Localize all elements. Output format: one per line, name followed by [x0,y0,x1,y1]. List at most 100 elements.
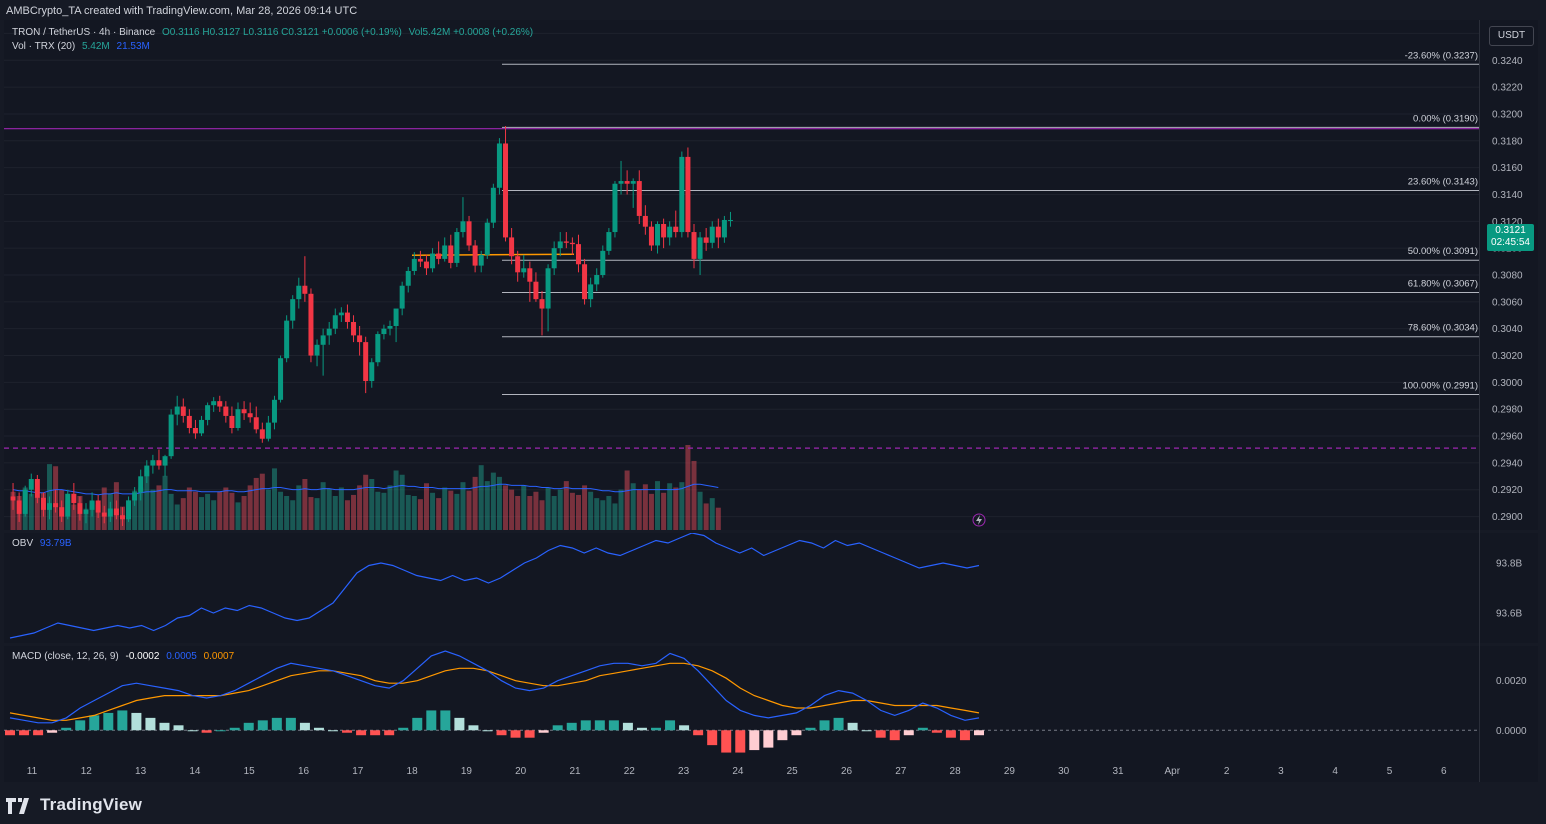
volume-bar [308,497,314,530]
volume-bar [667,483,673,530]
candle-body [667,226,673,238]
tradingview-logo[interactable]: TradingView [6,795,142,815]
candle-body [241,409,247,414]
fib-level-label: 78.60% (0.3034) [1408,323,1478,334]
time-axis-label: 20 [515,766,527,777]
volume-bar [484,481,490,530]
obv-panel[interactable]: 93.8B 93.6B OBV 93.79B [4,533,1538,643]
time-axis-label: 11 [27,766,38,777]
volume-bar [357,485,363,530]
macd-histogram-bar [707,730,718,746]
macd-histogram-bar [75,720,86,731]
chart-attribution: AMBCrypto_TA created with TradingView.co… [6,5,358,17]
time-axis-label: 21 [569,766,581,777]
time-axis-label: 3 [1278,766,1284,777]
volume-bar [363,474,369,530]
candle-body [472,245,478,266]
volume-bar [557,489,563,530]
volume-bar [296,485,302,530]
volume-bar [533,491,539,530]
candle-body [721,219,727,238]
macd-axis-label: 0.0020 [1496,676,1527,687]
price-axis-label: 0.3160 [1492,163,1523,174]
candle-body [22,489,28,514]
volume-bar [369,479,375,530]
volume-bar [387,485,393,530]
candle-body [606,232,612,251]
volume-bar [265,489,271,530]
candle-body [138,476,144,493]
time-axis-label: 16 [298,766,310,777]
time-axis-label: 4 [1332,766,1338,777]
price-axis-label: 0.3180 [1492,136,1523,147]
obv-line [9,533,980,639]
time-axis[interactable]: 11 12 13 14 15 16 17 18 19 20 21 22 23 24 25 26 27 28 29 30… [4,760,1538,782]
macd-histogram-bar [5,730,15,736]
lightning-icon[interactable] [972,513,986,527]
macd-histogram-bar [945,730,956,738]
volume-bar [648,493,654,530]
volume-bar [278,491,284,530]
volume-bar [162,475,168,530]
macd-histogram-bar [721,730,732,753]
obv-chart-svg[interactable]: 93.8B 93.6B [4,533,1538,643]
candle-body [588,284,594,300]
candle-body [192,428,198,434]
volume-bar [697,491,703,530]
volume-indicator-name[interactable]: Vol · TRX (20) [12,41,76,52]
volume-bar [192,491,198,530]
time-axis-label: 14 [189,766,201,777]
candle-body [575,244,581,265]
candle-body [600,250,606,275]
time-axis-label: 29 [1004,766,1016,777]
symbol-label[interactable]: TRON / TetherUS · 4h · Binance [12,27,156,38]
volume-bar [381,492,387,530]
obv-name[interactable]: OBV [12,538,34,549]
fib-level-label: 100.00% (0.2991) [1402,380,1478,391]
macd-histogram-bar [861,730,872,732]
time-axis-label: 27 [895,766,907,777]
volume-bar [138,487,144,530]
macd-name[interactable]: MACD (close, 12, 26, 9) [12,651,119,662]
candle-body [314,344,320,356]
volume-bar [375,491,381,530]
volume-bar [217,491,223,530]
time-axis-svg[interactable]: 11 12 13 14 15 16 17 18 19 20 21 22 23 24 25 26 27 28 29 30… [4,760,1538,782]
candle-body [636,181,642,216]
candle-body [40,497,46,510]
volume-bar [174,504,180,530]
macd-histogram-bar [735,730,746,753]
volume-bar [10,491,16,530]
time-axis-label: 15 [244,766,256,777]
macd-histogram-bar [159,722,170,731]
candle-body [235,409,241,428]
price-chart-svg[interactable]: 0.2900 0.2920 0.2940 0.2960 0.2980 0.3000 0.30… [4,20,1538,530]
volume-bar [496,476,502,530]
candle-body [454,232,460,263]
candle-body [393,308,399,326]
candle-body [199,419,205,434]
macd-panel[interactable]: 0.0000 0.0020 MACD (close, 12, 26, 9) -0.… [4,646,1538,760]
time-axis-label: 17 [352,766,364,777]
macd-histogram-bar [510,730,521,738]
price-axis-label: 0.3060 [1492,297,1523,308]
volume-bar [630,483,636,530]
candle-body [369,362,375,382]
macd-histogram-bar [566,722,577,731]
candle-body [375,334,381,363]
time-axis-label: 19 [461,766,473,777]
macd-histogram-bar [959,730,970,741]
macd-histogram-bar [580,720,591,731]
macd-histogram-bar [917,727,928,731]
time-axis-label: 5 [1387,766,1393,777]
macd-histogram-bar [426,710,437,731]
macd-histogram-bar [903,730,914,736]
macd-histogram-bar [271,717,282,731]
price-panel[interactable]: 0.2900 0.2920 0.2940 0.2960 0.2980 0.3000 0.30… [4,20,1538,530]
currency-selector[interactable]: USDT [1489,26,1534,46]
time-axis-label: 30 [1058,766,1070,777]
macd-chart-svg[interactable]: 0.0000 0.0020 [4,646,1538,760]
volume-bar [539,500,545,530]
macd-histogram-bar [931,730,942,733]
macd-histogram-bar [482,730,493,732]
